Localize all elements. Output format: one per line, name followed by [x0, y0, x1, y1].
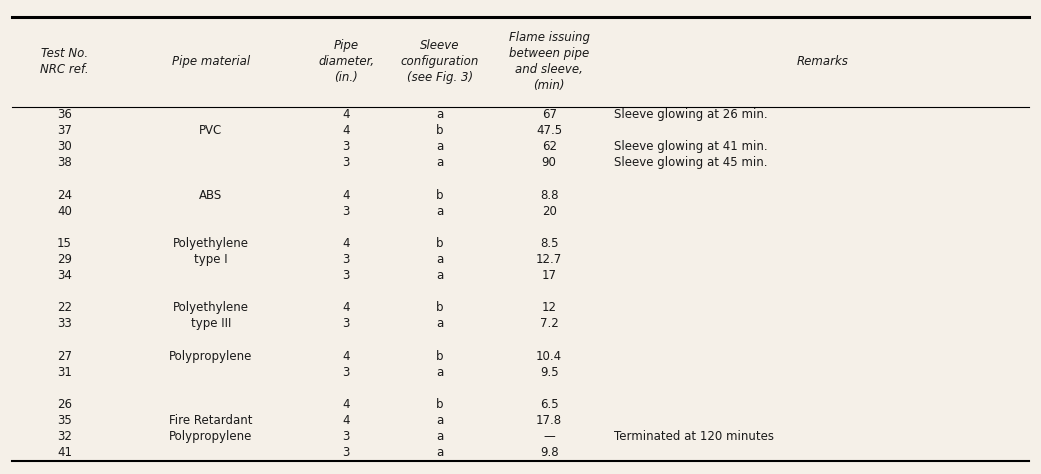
Text: a: a [436, 205, 443, 218]
Text: Polypropylene: Polypropylene [169, 430, 253, 443]
Text: a: a [436, 446, 443, 459]
Text: b: b [436, 124, 443, 137]
Text: 3: 3 [342, 156, 350, 170]
Text: 33: 33 [57, 318, 72, 330]
Text: 3: 3 [342, 430, 350, 443]
Text: Pipe
diameter,
(in.): Pipe diameter, (in.) [319, 39, 374, 84]
Text: a: a [436, 156, 443, 170]
Text: 31: 31 [57, 366, 72, 379]
Text: 15: 15 [57, 237, 72, 250]
Text: 24: 24 [57, 189, 72, 201]
Text: Fire Retardant: Fire Retardant [169, 414, 253, 427]
Text: 40: 40 [57, 205, 72, 218]
Text: 20: 20 [541, 205, 557, 218]
Text: 38: 38 [57, 156, 72, 170]
Text: Flame issuing
between pipe
and sleeve,
(min): Flame issuing between pipe and sleeve, (… [509, 31, 589, 92]
Text: 4: 4 [342, 124, 350, 137]
Text: a: a [436, 269, 443, 282]
Text: Polyethylene: Polyethylene [173, 237, 249, 250]
Text: Test No.
NRC ref.: Test No. NRC ref. [41, 47, 88, 76]
Text: Sleeve
configuration
(see Fig. 3): Sleeve configuration (see Fig. 3) [401, 39, 479, 84]
Text: Polyethylene: Polyethylene [173, 301, 249, 314]
Text: Sleeve glowing at 26 min.: Sleeve glowing at 26 min. [614, 108, 768, 121]
Text: 10.4: 10.4 [536, 350, 562, 363]
Text: 22: 22 [57, 301, 72, 314]
Text: 3: 3 [342, 366, 350, 379]
Text: Remarks: Remarks [796, 55, 848, 68]
Text: a: a [436, 366, 443, 379]
Text: 8.8: 8.8 [540, 189, 558, 201]
Text: b: b [436, 398, 443, 411]
Text: 3: 3 [342, 140, 350, 154]
Text: 62: 62 [541, 140, 557, 154]
Text: type I: type I [194, 253, 228, 266]
Text: 37: 37 [57, 124, 72, 137]
Text: Sleeve glowing at 45 min.: Sleeve glowing at 45 min. [614, 156, 767, 170]
Text: 41: 41 [57, 446, 72, 459]
Text: —: — [543, 430, 555, 443]
Text: 3: 3 [342, 446, 350, 459]
Text: 12.7: 12.7 [536, 253, 562, 266]
Text: 29: 29 [57, 253, 72, 266]
Text: Polypropylene: Polypropylene [169, 350, 253, 363]
Text: b: b [436, 301, 443, 314]
Text: a: a [436, 430, 443, 443]
Text: a: a [436, 318, 443, 330]
Text: 17.8: 17.8 [536, 414, 562, 427]
Text: b: b [436, 350, 443, 363]
Text: Terminated at 120 minutes: Terminated at 120 minutes [614, 430, 775, 443]
Text: 35: 35 [57, 414, 72, 427]
Text: 67: 67 [541, 108, 557, 121]
Text: b: b [436, 237, 443, 250]
Text: 34: 34 [57, 269, 72, 282]
Text: 90: 90 [541, 156, 557, 170]
Text: b: b [436, 189, 443, 201]
Text: 4: 4 [342, 414, 350, 427]
Text: 27: 27 [57, 350, 72, 363]
Text: 32: 32 [57, 430, 72, 443]
Text: 4: 4 [342, 350, 350, 363]
Text: 17: 17 [541, 269, 557, 282]
Text: 4: 4 [342, 237, 350, 250]
Text: 3: 3 [342, 318, 350, 330]
Text: 30: 30 [57, 140, 72, 154]
Text: 4: 4 [342, 301, 350, 314]
Text: 12: 12 [541, 301, 557, 314]
Text: a: a [436, 414, 443, 427]
Text: a: a [436, 140, 443, 154]
Text: 3: 3 [342, 269, 350, 282]
Text: 6.5: 6.5 [540, 398, 558, 411]
Text: 4: 4 [342, 108, 350, 121]
Text: 8.5: 8.5 [540, 237, 558, 250]
Text: 4: 4 [342, 189, 350, 201]
Text: 26: 26 [57, 398, 72, 411]
Text: type III: type III [191, 318, 231, 330]
Text: a: a [436, 108, 443, 121]
Text: 47.5: 47.5 [536, 124, 562, 137]
Text: PVC: PVC [199, 124, 223, 137]
Text: 9.5: 9.5 [540, 366, 558, 379]
Text: 4: 4 [342, 398, 350, 411]
Text: ABS: ABS [199, 189, 223, 201]
Text: a: a [436, 253, 443, 266]
Text: Sleeve glowing at 41 min.: Sleeve glowing at 41 min. [614, 140, 768, 154]
Text: 36: 36 [57, 108, 72, 121]
Text: 3: 3 [342, 253, 350, 266]
Text: 9.8: 9.8 [540, 446, 558, 459]
Text: 7.2: 7.2 [539, 318, 559, 330]
Text: 3: 3 [342, 205, 350, 218]
Text: Pipe material: Pipe material [172, 55, 250, 68]
